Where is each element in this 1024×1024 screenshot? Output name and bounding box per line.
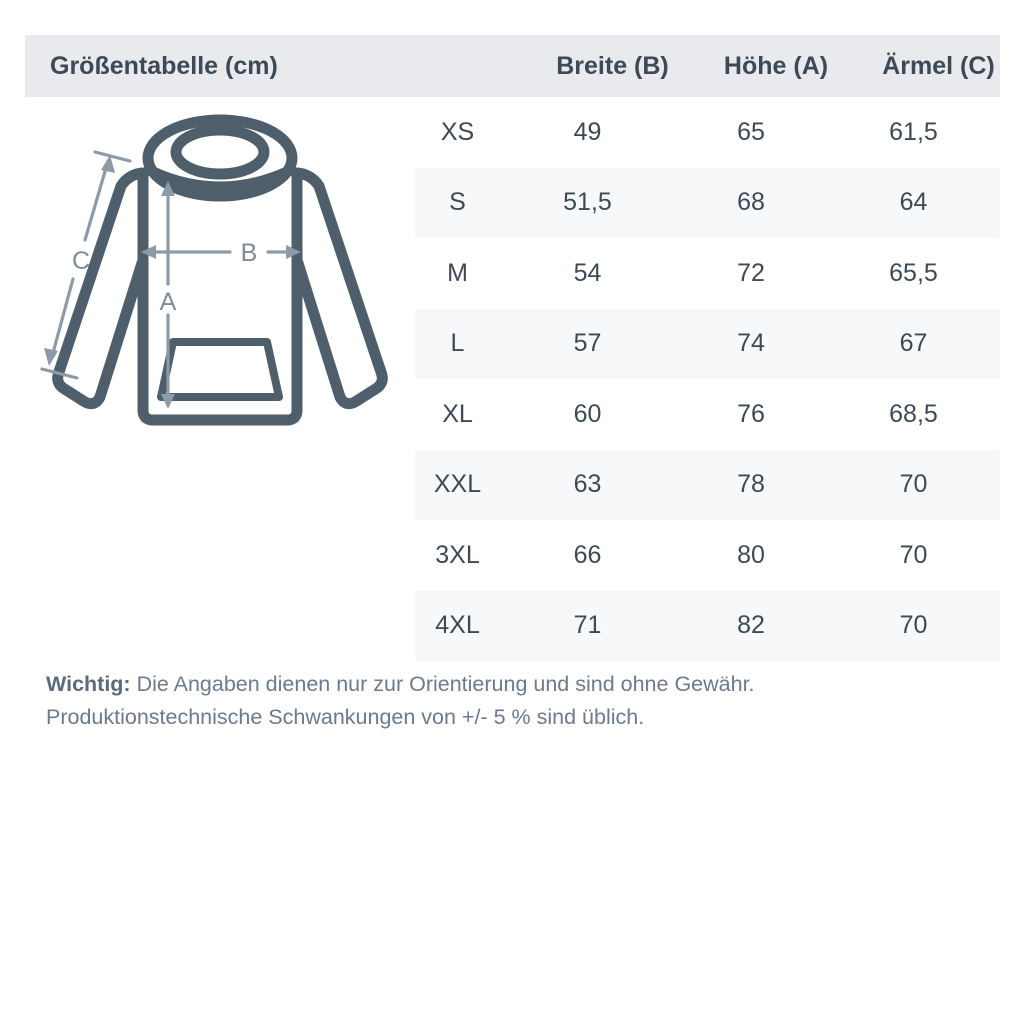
table-row: XS 49 65 61,5 bbox=[415, 97, 1000, 168]
cell-aermel: 61,5 bbox=[889, 117, 938, 146]
dimension-label-c: C bbox=[72, 247, 90, 275]
footnote: Wichtig: Die Angaben dienen nur zur Orie… bbox=[46, 668, 976, 734]
hoodie-pocket bbox=[157, 338, 283, 401]
hoodie-illustration-svg: B A C bbox=[40, 114, 388, 426]
cell-aermel: 68,5 bbox=[889, 399, 938, 428]
dimension-c-line-top bbox=[83, 166, 108, 242]
arrowhead-c-top bbox=[101, 155, 115, 173]
header-aermel-column: Ärmel (C) bbox=[882, 51, 995, 80]
cell-aermel: 67 bbox=[899, 329, 928, 358]
cell-breite: 57 bbox=[573, 329, 602, 358]
arrowhead-a-bottom bbox=[161, 394, 175, 409]
cell-hoehe: 76 bbox=[737, 399, 765, 428]
cell-hoehe: 65 bbox=[737, 117, 765, 146]
table-row: L 57 74 67 bbox=[415, 308, 1000, 379]
footnote-line-1: Wichtig: Die Angaben dienen nur zur Orie… bbox=[46, 672, 755, 696]
table-header: Größentabelle (cm) Breite (B) Höhe (A) Ä… bbox=[25, 35, 1000, 97]
cell-size: L bbox=[450, 329, 465, 358]
cell-breite: 66 bbox=[573, 540, 602, 569]
cell-hoehe: 74 bbox=[737, 329, 765, 358]
arrowhead-b-right bbox=[286, 245, 301, 259]
dimension-c-line-bottom bbox=[51, 277, 75, 355]
footnote-text-2: Produktionstechnische Schwankungen von +… bbox=[46, 705, 645, 729]
cell-hoehe: 80 bbox=[737, 540, 765, 569]
hoodie-diagram: B A C bbox=[25, 110, 415, 455]
hoodie-body-outline bbox=[137, 167, 303, 426]
cell-size: S bbox=[449, 188, 466, 217]
dimension-label-b: B bbox=[241, 239, 258, 267]
page-title: Größentabelle (cm) bbox=[50, 52, 278, 80]
cell-aermel: 70 bbox=[899, 540, 928, 569]
arrowhead-b-left bbox=[141, 245, 156, 259]
cell-hoehe: 78 bbox=[737, 470, 765, 499]
arrowhead-a-top bbox=[161, 181, 175, 196]
cell-hoehe: 72 bbox=[737, 258, 765, 287]
arrowhead-c-bottom bbox=[44, 348, 58, 366]
cell-breite: 54 bbox=[573, 258, 602, 287]
header-breite-column: Breite (B) bbox=[556, 51, 669, 80]
cell-aermel: 64 bbox=[899, 188, 928, 217]
cell-breite: 49 bbox=[573, 117, 602, 146]
dimension-arrowheads bbox=[44, 155, 301, 409]
table-row: XXL 63 78 70 bbox=[415, 449, 1000, 520]
cell-breite: 71 bbox=[573, 611, 602, 640]
dimension-c-tick-bottom bbox=[40, 367, 79, 380]
cell-size: XS bbox=[440, 117, 475, 146]
table-row: M 54 72 65,5 bbox=[415, 238, 1000, 309]
footnote-lead: Wichtig: bbox=[46, 672, 131, 696]
cell-aermel: 70 bbox=[899, 611, 928, 640]
cell-hoehe: 68 bbox=[737, 188, 765, 217]
cell-size: 4XL bbox=[435, 611, 480, 640]
header-column-group: Breite (B) Höhe (A) Ärmel (C) bbox=[440, 35, 1024, 97]
hoodie-right-sleeve bbox=[291, 167, 388, 410]
size-table-body: XS 49 65 61,5 S 51,5 68 64 M 54 72 65,5 … bbox=[415, 97, 1000, 661]
hoodie-hood-inner bbox=[170, 124, 270, 180]
hoodie-neckline bbox=[147, 166, 293, 193]
footnote-text-1: Die Angaben dienen nur zur Orientierung … bbox=[130, 672, 755, 696]
cell-size: XXL bbox=[433, 470, 482, 499]
table-row: S 51,5 68 64 bbox=[415, 167, 1000, 238]
cell-aermel: 70 bbox=[899, 470, 928, 499]
cell-aermel: 65,5 bbox=[889, 258, 938, 287]
table-row: 3XL 66 80 70 bbox=[415, 520, 1000, 591]
cell-size: XL bbox=[442, 399, 473, 428]
table-row: 4XL 71 82 70 bbox=[415, 590, 1000, 661]
cell-breite: 63 bbox=[573, 470, 602, 499]
cell-size: M bbox=[447, 258, 468, 287]
hoodie-left-sleeve bbox=[52, 167, 149, 410]
hoodie-hood-outer bbox=[142, 114, 298, 202]
cell-breite: 60 bbox=[573, 399, 602, 428]
cell-size: 3XL bbox=[435, 540, 480, 569]
dimension-label-a: A bbox=[160, 288, 177, 316]
table-row: XL 60 76 68,5 bbox=[415, 379, 1000, 450]
cell-hoehe: 82 bbox=[737, 611, 765, 640]
cell-breite: 51,5 bbox=[563, 188, 612, 217]
dimension-c-tick-top bbox=[93, 150, 132, 163]
header-hoehe-column: Höhe (A) bbox=[723, 51, 829, 80]
